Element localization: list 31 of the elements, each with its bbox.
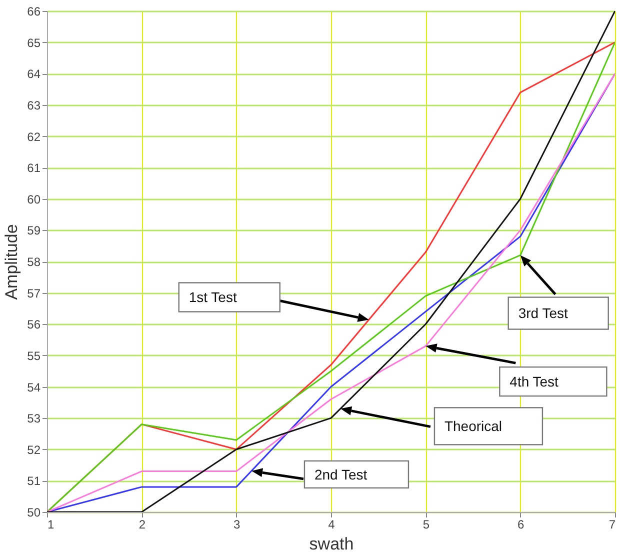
y-tick-label: 52	[27, 442, 41, 457]
annotation: Theorical	[444, 418, 502, 434]
y-tick-label: 54	[27, 380, 41, 394]
y-tick-label: 66	[27, 4, 41, 18]
y-tick-label: 64	[27, 67, 41, 82]
x-tick-label: 7	[608, 518, 616, 532]
annotation: 2nd Test	[314, 466, 368, 482]
y-tick-label: 51	[27, 474, 41, 488]
y-tick-label: 56	[27, 318, 41, 332]
y-axis-title: Amplitude	[2, 224, 22, 300]
x-tick-label: 6	[517, 518, 524, 532]
y-tick-label: 60	[27, 192, 41, 206]
annotation: 4th Test	[510, 374, 559, 390]
y-tick-label: 62	[27, 130, 41, 144]
y-tick-label: 55	[27, 348, 41, 363]
y-tick-label: 58	[27, 255, 41, 269]
x-tick-label: 5	[422, 518, 430, 532]
x-axis-title: swath	[309, 534, 354, 554]
y-tick-label: 63	[27, 98, 41, 112]
y-tick-label: 65	[27, 36, 41, 50]
y-tick-label: 59	[27, 224, 41, 238]
x-tick-label: 4	[328, 518, 336, 532]
x-tick-label: 2	[138, 518, 146, 532]
y-tick-label: 57	[27, 286, 41, 300]
annotation: 1st Test	[188, 289, 237, 306]
x-tick-label: 1	[48, 518, 54, 532]
y-tick-label: 50	[27, 506, 41, 520]
y-tick-label: 61	[27, 161, 41, 176]
x-tick-label: 3	[233, 518, 240, 532]
annotation: 3rd Test	[518, 305, 568, 322]
y-tick-label: 53	[27, 412, 41, 426]
